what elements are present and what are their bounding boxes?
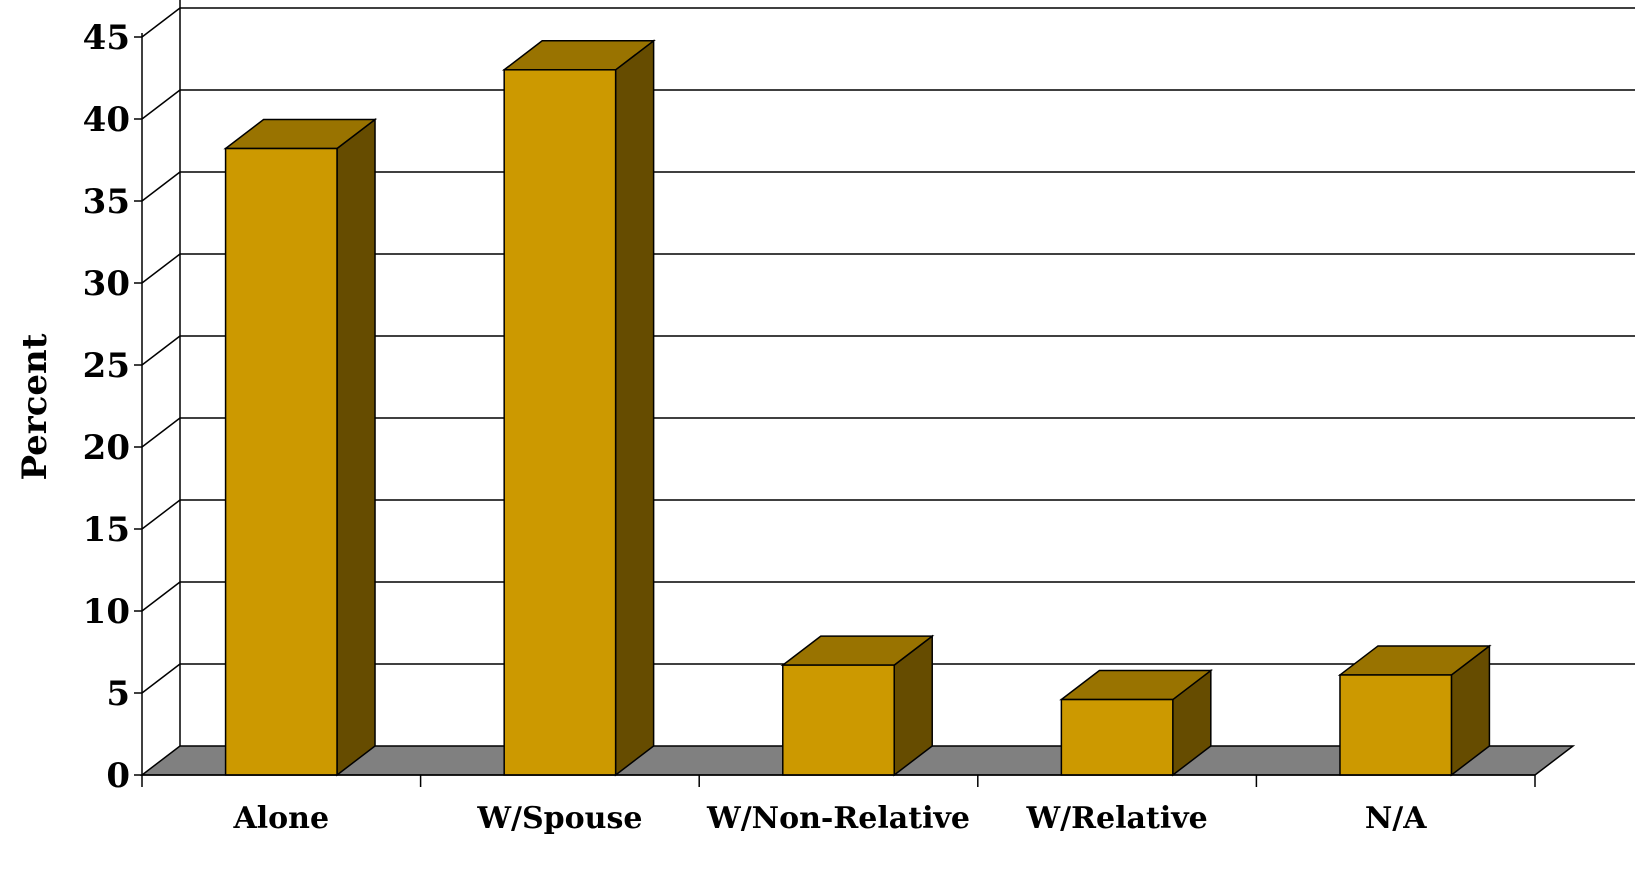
bar-front	[1339, 674, 1453, 776]
bar	[1059, 669, 1214, 777]
gridline-diagonal	[141, 417, 181, 448]
bar	[780, 634, 935, 777]
gridline-diagonal	[141, 499, 181, 530]
axis-layer: 0 5 10 15 20 25 30 35 40 45 Alone W/Spouse W/Non-Rel…	[83, 18, 1536, 836]
y-tick-label: 40	[83, 100, 130, 140]
gridline-diagonal	[141, 581, 181, 612]
gridline-diagonal	[141, 253, 181, 284]
x-tick-label: Alone	[233, 801, 330, 836]
x-tick-label: W/Relative	[1025, 801, 1207, 836]
y-tick-label: 0	[106, 756, 130, 796]
gridline-diagonal	[141, 335, 181, 366]
x-tick-label: N/A	[1365, 801, 1427, 836]
bar-front	[503, 69, 617, 776]
gridline-diagonal	[141, 663, 181, 694]
bar	[501, 39, 656, 777]
gridline-diagonal	[141, 89, 181, 120]
y-tick-label: 45	[83, 18, 130, 58]
gridline-diagonal	[141, 7, 181, 38]
y-tick-label: 5	[106, 674, 130, 714]
y-tick-label: 20	[83, 428, 130, 468]
y-tick-label: 10	[83, 592, 130, 632]
y-axis-label: Percent	[15, 333, 55, 480]
x-tick-label: W/Non-Relative	[706, 801, 970, 836]
y-tick-label: 30	[83, 264, 130, 304]
y-tick-label: 25	[83, 346, 130, 386]
bar-layer	[223, 39, 1492, 777]
bar-front	[782, 664, 895, 776]
y-tick-label: 15	[83, 510, 130, 550]
gridline-diagonal	[141, 171, 181, 202]
bar	[223, 118, 378, 777]
bar-front	[224, 147, 338, 776]
x-tick-label: W/Spouse	[476, 801, 642, 836]
bar-side	[336, 118, 376, 777]
bar	[1337, 644, 1492, 777]
y-tick-label: 35	[83, 182, 130, 222]
bar-side	[614, 39, 655, 777]
bar-front	[1060, 698, 1174, 776]
